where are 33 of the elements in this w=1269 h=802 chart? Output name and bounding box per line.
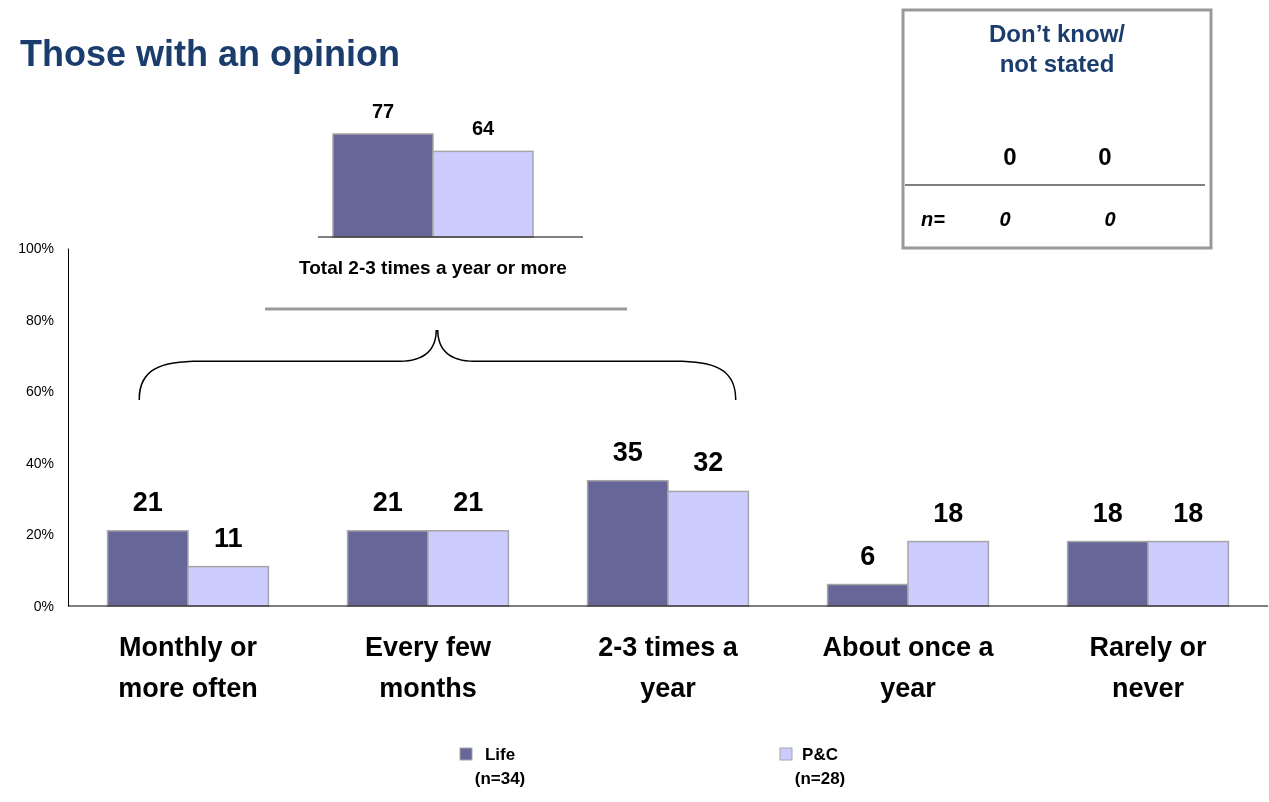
data-label: 21 [132,486,163,517]
data-label: 64 [471,117,495,140]
data-label: 18 [1092,497,1123,528]
data-label: 32 [693,447,724,478]
data-label: 21 [453,486,484,517]
text: 0 [1003,143,1017,170]
data-label: 18 [933,497,964,528]
x-tick-label: Rarely or never [1089,632,1208,703]
text: Don’t know/ not stated [989,20,1126,77]
y-tick-label: 40% [25,454,54,471]
text: 0 [1104,208,1116,230]
x-tick-label: Monthly or more often [118,632,258,703]
y-tick-label: 100% [18,239,54,256]
data-label: 21 [372,486,403,517]
y-tick-label: 80% [25,311,54,328]
text: 0 [1098,143,1112,170]
chart-title: Those with an opinion [20,33,400,74]
x-tick-label: 2-3 times a year [598,632,739,703]
legend-label: Life (n=34) [474,745,526,788]
data-label: 77 [371,100,395,122]
y-tick-label: 0% [33,597,54,614]
data-label: 18 [1173,497,1204,528]
data-label: 35 [612,436,643,467]
text: 0 [999,208,1011,230]
x-axis-title: Total 2-3 times a year or more [299,257,567,278]
legend-label: P&C (n=28) [794,745,846,788]
x-tick-label: Every few months [364,632,493,703]
y-tick-label: 20% [25,526,54,543]
text: n= [921,208,946,230]
y-tick-label: 60% [25,383,54,400]
data-label: 6 [860,540,876,571]
data-label: 11 [213,522,243,553]
x-tick-label: About once a year [822,632,995,703]
